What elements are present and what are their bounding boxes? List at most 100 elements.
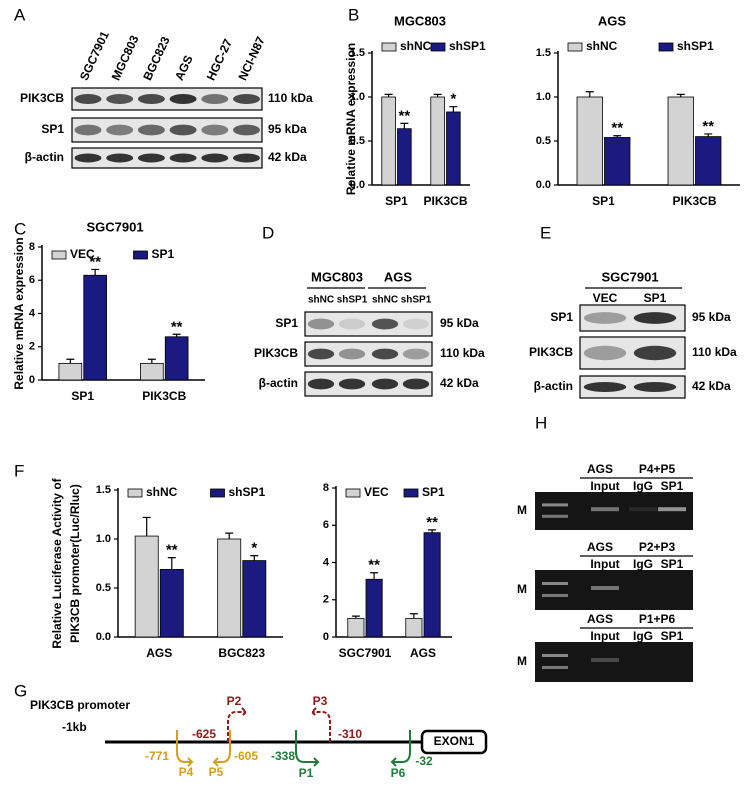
legend-label: shNC xyxy=(586,39,618,53)
lane-label: shSP1 xyxy=(337,295,368,306)
bar xyxy=(695,136,722,186)
size-label: 110 kDa xyxy=(268,91,313,105)
legend-swatch xyxy=(345,488,361,498)
position-label: -338 xyxy=(271,749,295,763)
legend-swatch xyxy=(567,42,583,52)
bar xyxy=(604,137,631,186)
legend-swatch xyxy=(658,42,674,52)
position-label: -605 xyxy=(234,749,258,763)
bar xyxy=(217,538,242,638)
significance: * xyxy=(251,540,257,557)
legend-swatch xyxy=(381,42,397,52)
lane-label: SP1 xyxy=(661,557,684,571)
bar xyxy=(381,96,396,186)
y-tick-label: 0 xyxy=(29,374,35,386)
start-label: -1kb xyxy=(62,720,87,734)
primer-label: P4+P5 xyxy=(639,462,676,476)
legend-label: VEC xyxy=(364,485,389,499)
panel-label: C xyxy=(14,219,26,238)
chart-title: MGC803 xyxy=(394,13,446,28)
panel-label: A xyxy=(14,5,26,24)
lane-label: BGC823 xyxy=(140,34,173,83)
legend-label: SP1 xyxy=(422,485,445,499)
legend-swatch xyxy=(210,488,225,498)
blot-band xyxy=(137,153,165,163)
legend-swatch xyxy=(403,488,419,498)
blot-band xyxy=(402,378,430,390)
lane-label: MGC803 xyxy=(109,33,142,83)
y-tick-label: 2 xyxy=(29,341,35,353)
primer-name: P1 xyxy=(299,766,314,780)
blot-band xyxy=(233,94,260,104)
y-tick-label: 8 xyxy=(323,482,329,494)
significance: ** xyxy=(702,118,714,135)
lane-label: VEC xyxy=(593,291,618,305)
gel-band xyxy=(658,507,686,512)
marker-band xyxy=(542,654,568,657)
size-label: 42 kDa xyxy=(268,150,307,164)
size-label: 95 kDa xyxy=(692,310,731,324)
bar xyxy=(140,362,164,381)
significance: ** xyxy=(611,120,623,137)
protein-label: β-actin xyxy=(534,379,573,393)
protein-label: PIK3CB xyxy=(529,345,573,359)
blot-band xyxy=(74,124,102,136)
y-tick-label: 1.0 xyxy=(536,91,551,103)
y-tick-label: 1.5 xyxy=(350,47,365,59)
blot-band xyxy=(233,124,260,136)
protein-label: SP1 xyxy=(275,316,298,330)
marker-band xyxy=(542,582,568,585)
error-bar xyxy=(142,516,151,537)
gel-band xyxy=(591,586,619,590)
blot-band xyxy=(402,348,430,360)
y-axis-label: Relative mRNA expression xyxy=(12,237,26,389)
chart-title: AGS xyxy=(598,13,627,28)
lane-label: NCI-N87 xyxy=(235,34,268,83)
error-bar xyxy=(370,572,379,580)
panel-label: E xyxy=(540,223,551,242)
x-tick-label: BGC823 xyxy=(218,646,265,660)
bar xyxy=(164,336,189,381)
blot-band xyxy=(201,153,229,163)
blot-strip xyxy=(71,117,263,143)
bar xyxy=(423,532,441,638)
bar xyxy=(576,96,603,186)
error-bar xyxy=(613,135,622,138)
blot-band xyxy=(169,153,197,163)
legend-label: SP1 xyxy=(152,247,175,261)
y-tick-label: 8 xyxy=(29,241,35,253)
primer-arrow xyxy=(227,707,248,742)
bar xyxy=(405,617,423,638)
y-tick-label: 6 xyxy=(29,274,35,286)
blot-band xyxy=(137,124,165,136)
significance: ** xyxy=(89,253,101,270)
error-bar xyxy=(449,106,458,112)
legend-label: shNC xyxy=(146,485,178,499)
lane-label: AGS xyxy=(172,53,196,82)
x-tick-label: SP1 xyxy=(385,194,408,208)
error-bar xyxy=(433,93,442,97)
position-label: -310 xyxy=(338,727,362,741)
legend-swatch xyxy=(133,250,148,260)
size-label: 42 kDa xyxy=(692,379,731,393)
blot-band xyxy=(106,153,134,163)
bar xyxy=(446,111,461,186)
blot-band xyxy=(371,348,399,360)
y-tick-label: 1.5 xyxy=(536,47,551,59)
y-tick-label: 1.5 xyxy=(96,484,111,496)
lane-label: shNC xyxy=(308,295,334,306)
protein-label: β-actin xyxy=(25,150,64,164)
blot-band xyxy=(583,345,627,361)
error-bar xyxy=(172,333,181,337)
primer-name: P3 xyxy=(313,694,328,708)
x-tick-label: SP1 xyxy=(71,389,94,403)
y-tick-label: 0.5 xyxy=(350,135,365,147)
protein-label: PIK3CB xyxy=(20,91,64,105)
error-bar xyxy=(428,529,437,533)
blot-band xyxy=(233,153,260,163)
x-tick-label: SGC7901 xyxy=(339,646,392,660)
blot-band xyxy=(371,378,399,390)
bar xyxy=(397,128,412,186)
significance: ** xyxy=(368,557,380,574)
x-tick-label: PIK3CB xyxy=(672,194,716,208)
